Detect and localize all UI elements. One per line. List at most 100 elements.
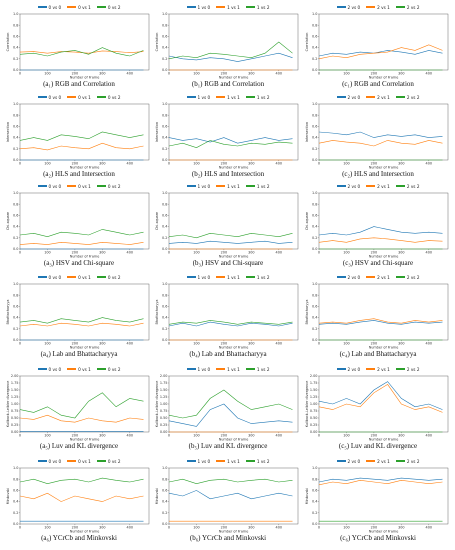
legend-label: 1 vs 0	[197, 366, 211, 372]
legend-item: 2 vs 1	[366, 92, 390, 102]
x-tick-label: 200	[371, 526, 377, 530]
y-tick-label: 0.2	[162, 57, 167, 61]
x-tick-label: 400	[426, 72, 432, 76]
line-chart: 0.0 0.2 0.4 0.6 0.8 1.0 0 100 200 300 400 Number of…	[6, 102, 150, 170]
legend-label: 0 vs 1	[78, 4, 91, 10]
legend-swatch	[336, 460, 346, 462]
legend-item: 1 vs 1	[216, 272, 240, 282]
series-line	[168, 52, 293, 62]
plot-frame	[318, 283, 449, 341]
legend: 0 vs 0 0 vs 1 0 vs 2	[6, 2, 152, 12]
x-tick-label: 400	[426, 526, 432, 530]
legend-swatch	[186, 460, 196, 462]
legend: 1 vs 0 1 vs 1 1 vs 2	[155, 456, 301, 466]
x-tick-label: 0	[19, 251, 21, 255]
legend: 0 vs 0 0 vs 1 0 vs 2	[6, 364, 152, 374]
y-axis-label: Kullback-Leibler divergence	[6, 381, 10, 428]
chart-panel-a4: 0 vs 0 0 vs 1 0 vs 2 0.0 0.2 0.4 0.6 0.8 1.0 0 100…	[6, 272, 152, 363]
legend-swatch	[37, 185, 47, 187]
y-tick-label: 1.0	[162, 191, 167, 195]
y-tick-label: 0.0	[312, 338, 317, 342]
x-tick-label: 400	[276, 162, 282, 166]
y-tick-label: 1.25	[160, 395, 168, 399]
x-tick-label: 100	[44, 434, 50, 438]
x-tick-label: 300	[248, 342, 254, 346]
legend-item: 1 vs 2	[245, 456, 269, 466]
legend-swatch	[395, 276, 405, 278]
y-tick-label: 0.8	[13, 23, 18, 27]
series-line	[168, 478, 293, 484]
series-line	[318, 226, 443, 236]
x-tick-label: 0	[19, 342, 21, 346]
legend-swatch	[37, 96, 47, 98]
series-line	[19, 414, 144, 423]
legend-swatch	[67, 460, 77, 462]
legend-label: 1 vs 1	[227, 366, 240, 372]
y-tick-label: 0.0	[13, 68, 18, 72]
series-line	[318, 140, 443, 147]
legend-item: 2 vs 0	[336, 364, 360, 374]
series-line	[318, 477, 443, 483]
x-tick-label: 100	[44, 342, 50, 346]
y-tick-label: 0.8	[162, 23, 167, 27]
series-line	[168, 321, 293, 327]
x-tick-label: 300	[99, 72, 105, 76]
legend-label: 1 vs 0	[197, 94, 211, 100]
y-tick-label: 2.00	[160, 374, 168, 378]
legend-item: 1 vs 0	[186, 456, 210, 466]
legend-swatch	[96, 368, 106, 370]
x-tick-label: 100	[193, 342, 199, 346]
x-tick-label: 400	[276, 251, 282, 255]
legend-item: 2 vs 1	[366, 456, 390, 466]
x-axis-label: Number of Frame	[70, 166, 100, 170]
series-line	[19, 229, 144, 237]
chart-panel-a3: 0 vs 0 0 vs 1 0 vs 2 0.0 0.2 0.4 0.6 0.8 1.0 0 100…	[6, 181, 152, 272]
series-line	[19, 241, 144, 245]
legend-label: 0 vs 2	[107, 274, 121, 280]
legend-item: 2 vs 1	[366, 364, 390, 374]
y-tick-label: 0.8	[162, 113, 167, 117]
line-chart: 0.0 0.2 0.4 0.6 0.8 1.0 0 100 200 300 400 Number of…	[155, 102, 299, 170]
legend-item: 0 vs 1	[67, 92, 91, 102]
y-tick-label: 0.0	[13, 522, 18, 526]
series-line	[318, 320, 443, 325]
y-tick-label: 0.2	[312, 57, 317, 61]
legend-label: 2 vs 0	[347, 274, 361, 280]
x-tick-label: 300	[248, 251, 254, 255]
y-tick-label: 0.8	[13, 477, 18, 481]
legend-item: 0 vs 0	[37, 2, 61, 12]
panel-caption: (a₄) Lab and Bhattacharyya	[40, 350, 118, 358]
y-axis-label: Minkovski	[305, 488, 309, 505]
y-tick-label: 1.75	[11, 381, 19, 385]
series-line	[318, 44, 443, 60]
legend-label: 2 vs 1	[377, 183, 390, 189]
panel-caption: (b₂) HLS and Intersection	[191, 170, 265, 178]
legend-label: 1 vs 2	[256, 94, 270, 100]
y-tick-label: 1.0	[162, 102, 167, 106]
legend-label: 1 vs 2	[256, 183, 270, 189]
legend: 2 vs 0 2 vs 1 2 vs 2	[305, 2, 451, 12]
legend-swatch	[67, 6, 77, 8]
legend-label: 1 vs 1	[227, 4, 240, 10]
x-tick-label: 300	[99, 434, 105, 438]
x-axis-label: Number of Frame	[369, 346, 399, 350]
chart-panel-c5: 2 vs 0 2 vs 1 2 vs 2 0.00 0.25 0.50 0.75 1.00 1.…	[305, 364, 451, 455]
x-tick-label: 0	[318, 162, 320, 166]
legend-swatch	[67, 185, 77, 187]
y-tick-label: 0.6	[312, 305, 317, 309]
x-tick-label: 0	[318, 342, 320, 346]
y-tick-label: 0.2	[13, 57, 18, 61]
y-tick-label: 1.25	[11, 395, 19, 399]
y-axis-label: Intersection	[155, 122, 159, 142]
y-tick-label: 0.25	[11, 423, 19, 427]
panel-caption: (c₃) HSV and Chi-square	[342, 259, 414, 267]
series-line	[318, 381, 443, 410]
y-tick-label: 0.8	[312, 113, 317, 117]
series-line	[19, 317, 144, 324]
x-tick-label: 400	[127, 434, 133, 438]
y-tick-label: 2.00	[310, 374, 318, 378]
x-tick-label: 200	[371, 162, 377, 166]
legend-item: 0 vs 1	[67, 181, 91, 191]
x-axis-label: Number of Frame	[219, 438, 249, 442]
